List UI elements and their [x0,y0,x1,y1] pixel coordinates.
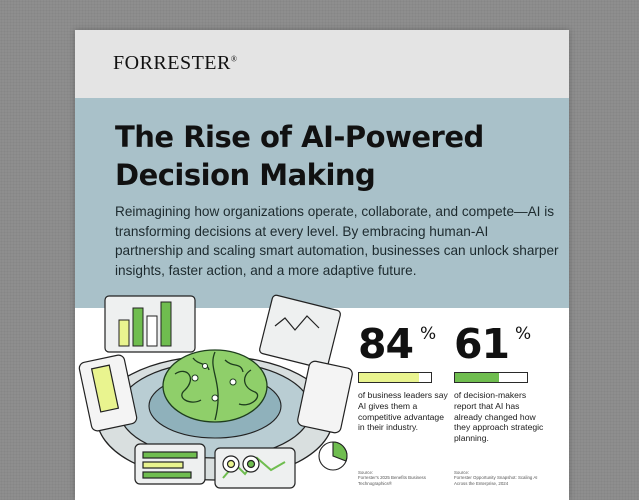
side-panel-right [297,360,353,434]
side-panel-left-fill [90,364,120,413]
mini-bar-3 [146,315,158,347]
mini-bar-1 [118,319,130,347]
progress-bar [454,372,528,383]
progress-bar [358,372,432,383]
intro-paragraph: Reimagining how organizations operate, c… [115,204,559,278]
mini-bar-4 [160,301,172,347]
title-line-1: The Rise of AI-Powered [115,120,484,154]
percent-sign: % [515,324,532,344]
mini-line-chart [274,315,320,331]
stat-value: 61 [454,320,510,368]
stat-61-percent: 61 % of decision-makers report that AI h… [454,320,549,443]
progress-bar-fill [359,373,420,382]
stat-value: 84 [358,320,414,368]
stat-description: of business leaders say AI gives them a … [358,390,448,433]
brain-dashboard-illustration [78,294,353,489]
stat-description: of decision-makers report that AI has al… [454,390,544,444]
source-note-2: Source: Forrester Opportunity Snapshot: … [454,470,538,486]
mini-bar-2 [132,307,144,347]
stat-84-percent: 84 % of business leaders say AI gives th… [358,320,453,432]
percent-sign: % [420,324,437,344]
back-panel-right [259,294,341,370]
forrester-logo: FORRESTER® [113,52,238,74]
brain [162,349,268,423]
source-note-1: Source: Forrester's 2025 Benefits Busine… [358,470,426,486]
infographic-page: FORRESTER® The Rise of AI-Powered Decisi… [75,30,569,500]
page-title: The Rise of AI-Powered Decision Making [115,118,545,194]
hero-band [75,98,569,308]
title-line-2: Decision Making [115,158,376,192]
header-band [75,30,569,98]
progress-bar-fill [455,373,499,382]
